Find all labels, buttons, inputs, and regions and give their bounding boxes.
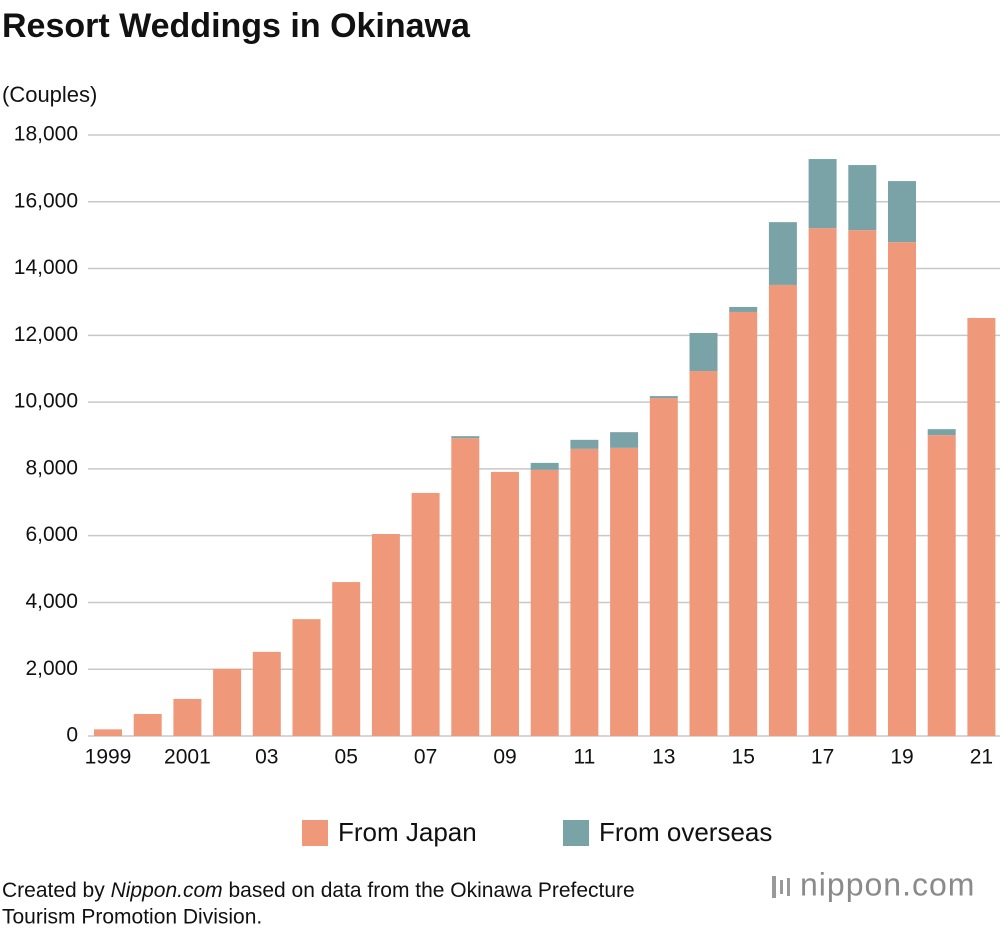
bar-segment xyxy=(848,165,877,231)
legend-label: From overseas xyxy=(599,817,772,847)
x-tick-label: 11 xyxy=(573,746,595,769)
bar-segment xyxy=(610,447,639,736)
bar-segment xyxy=(649,398,678,736)
x-tick-label: 1999 xyxy=(85,746,132,769)
bar-segment xyxy=(967,317,996,736)
bar-segment xyxy=(570,448,599,736)
logo: nippon.com xyxy=(800,866,975,902)
bar-segment xyxy=(570,439,599,449)
bar-segment xyxy=(649,396,678,399)
legend-swatch xyxy=(302,820,328,846)
x-tick-label: 2001 xyxy=(164,746,211,769)
y-tick-label: 14,000 xyxy=(14,256,78,279)
bar-segment xyxy=(292,619,321,736)
y-tick-label: 2,000 xyxy=(25,657,78,680)
x-tick-label: 19 xyxy=(890,746,913,769)
x-tick-label: 05 xyxy=(335,746,358,769)
bar-segment xyxy=(729,306,758,312)
source-suffix: based on data from the Okinawa Prefectur… xyxy=(228,879,634,902)
legend-label: From Japan xyxy=(338,817,477,847)
bar-segment xyxy=(729,311,758,736)
legend-swatch xyxy=(563,820,589,846)
bar-segment xyxy=(808,228,837,736)
y-tick-label: 4,000 xyxy=(25,590,78,613)
bar-segment xyxy=(808,159,837,229)
bar-segment xyxy=(371,533,400,736)
bar-segment xyxy=(133,713,162,736)
y-tick-label: 18,000 xyxy=(14,123,78,146)
bar-segment xyxy=(252,651,281,736)
x-tick-label: 15 xyxy=(732,746,755,769)
bar-segment xyxy=(173,698,202,736)
bar-segment xyxy=(888,181,916,243)
bar-segment xyxy=(610,432,639,448)
bar-segment xyxy=(530,469,559,736)
y-tick-label: 0 xyxy=(66,724,78,747)
bar-segment xyxy=(530,462,559,470)
y-tick-label: 10,000 xyxy=(14,390,78,413)
logo-bar xyxy=(787,878,790,896)
y-tick-label: 6,000 xyxy=(25,523,78,546)
bar-segment xyxy=(491,471,519,736)
y-tick-label: 12,000 xyxy=(14,323,78,346)
y-tick-label: 16,000 xyxy=(14,189,78,212)
logo-bar xyxy=(780,880,783,894)
x-tick-label: 21 xyxy=(970,746,993,769)
bar-segment xyxy=(94,729,122,736)
y-axis-label: (Couples) xyxy=(2,82,97,107)
bar-segment xyxy=(689,332,718,372)
bar-segment xyxy=(451,438,480,736)
x-tick-label: 17 xyxy=(811,746,834,769)
bar-segment xyxy=(927,429,956,436)
logo-bar xyxy=(772,876,776,898)
bar-segment xyxy=(213,668,242,736)
x-tick-label: 07 xyxy=(414,746,437,769)
source-site: Nippon.com xyxy=(111,879,223,902)
bar-segment xyxy=(332,582,361,736)
source-line2: Tourism Promotion Division. xyxy=(2,906,262,929)
bar-segment xyxy=(451,436,480,439)
source-prefix: Created by xyxy=(2,879,105,902)
bar-segment xyxy=(689,371,718,736)
bar-segment xyxy=(768,222,797,285)
x-tick-label: 13 xyxy=(652,746,675,769)
chart-title: Resort Weddings in Okinawa xyxy=(2,7,471,45)
y-tick-label: 8,000 xyxy=(25,456,78,479)
bar-segment xyxy=(848,230,877,737)
bar-segment xyxy=(411,492,440,736)
x-tick-label: 09 xyxy=(493,746,516,769)
bar-segment xyxy=(768,284,797,736)
bar-segment xyxy=(927,435,956,736)
x-tick-label: 03 xyxy=(255,746,278,769)
bar-segment xyxy=(888,242,916,736)
source: Created by Nippon.com based on data from… xyxy=(2,879,635,902)
